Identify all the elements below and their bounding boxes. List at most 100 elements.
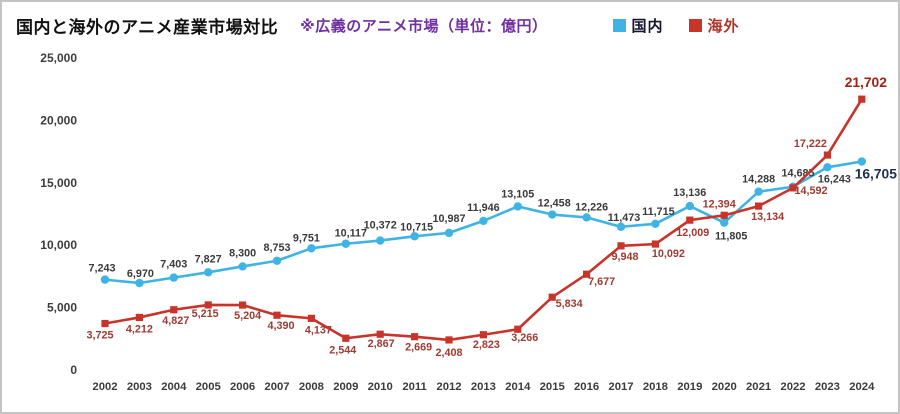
series-domestic-point <box>204 268 213 277</box>
series-overseas-value-label: 2,544 <box>329 344 356 356</box>
series-overseas-point <box>823 151 831 159</box>
series-overseas-value-label: 12,009 <box>676 227 709 239</box>
series-domestic-point <box>376 236 385 245</box>
series-overseas-value-label: 3,266 <box>511 332 538 344</box>
series-overseas-value-label: 2,867 <box>368 338 395 350</box>
x-axis-year-label: 2005 <box>196 381 221 393</box>
series-overseas-value-label: 3,725 <box>86 330 113 342</box>
x-axis-year-label: 2024 <box>849 381 875 393</box>
x-axis-year-label: 2004 <box>161 381 187 393</box>
series-domestic-point <box>720 218 729 227</box>
series-overseas-point <box>170 306 178 314</box>
x-axis-year-label: 2002 <box>92 381 117 393</box>
series-domestic-value-label: 10,715 <box>400 221 433 233</box>
series-domestic-value-label: 7,827 <box>195 253 222 265</box>
series-domestic-value-label: 12,458 <box>538 198 571 210</box>
series-overseas-point <box>411 333 419 341</box>
series-overseas-point <box>101 319 109 328</box>
x-axis-year-label: 2019 <box>677 381 702 393</box>
series-overseas-point <box>342 334 350 342</box>
series-domestic-value-label: 13,136 <box>673 187 706 199</box>
x-axis-year-label: 2013 <box>471 381 496 393</box>
series-domestic-value-label: 14,288 <box>742 174 775 186</box>
x-axis-year-label: 2003 <box>127 381 152 393</box>
series-overseas-point <box>479 331 487 339</box>
x-axis-year-label: 2020 <box>712 381 737 393</box>
series-domestic-value-label: 13,105 <box>501 188 534 200</box>
legend-domestic-label: 国内 <box>631 18 664 35</box>
series-overseas-value-label: 7,677 <box>588 276 615 288</box>
y-axis-tick-label: 0 <box>70 363 77 377</box>
series-overseas-point <box>720 211 728 219</box>
series-domestic-value-label: 10,372 <box>364 220 397 232</box>
series-overseas-value-label: 4,827 <box>162 315 189 327</box>
x-axis-year-label: 2006 <box>230 381 255 393</box>
y-axis-tick-label: 15,000 <box>40 176 77 190</box>
series-domestic-value-label: 7,403 <box>160 259 187 271</box>
series-overseas-value-label: 2,669 <box>405 342 432 354</box>
legend-overseas-label: 海外 <box>707 18 740 35</box>
series-domestic-value-label: 6,970 <box>127 268 154 280</box>
series-domestic-point <box>479 216 488 226</box>
series-domestic-point <box>548 210 557 219</box>
series-domestic-value-label: 9,751 <box>293 232 320 244</box>
legend: 国内 海外 <box>613 15 753 36</box>
series-domestic-point <box>341 239 350 248</box>
series-overseas-value-label: 5,215 <box>192 308 219 320</box>
series-overseas-value-label: 4,137 <box>305 324 332 336</box>
chart-subtitle: ※広義のアニメ市場（単位：億円） <box>300 18 548 35</box>
series-overseas-value-label: 9,948 <box>611 251 638 263</box>
series-domestic-point <box>582 213 591 222</box>
series-overseas-point <box>239 301 247 309</box>
y-axis: 0 5,000 10,000 15,000 20,000 25,000 <box>40 51 77 377</box>
x-axis-year-label: 2022 <box>780 381 805 393</box>
series-domestic-value-label: 8,753 <box>263 242 290 254</box>
series-overseas-value-label: 4,212 <box>126 323 153 335</box>
series-domestic-value-label: 11,473 <box>608 212 640 224</box>
series-overseas-point <box>376 330 384 338</box>
series-overseas-value-label: 4,390 <box>267 320 294 332</box>
series-domestic-point <box>685 201 694 211</box>
series-domestic-point <box>754 187 763 196</box>
y-axis-tick-label: 10,000 <box>40 238 77 252</box>
x-axis-year-label: 2012 <box>436 381 461 393</box>
series-domestic-point <box>100 275 110 284</box>
series-overseas-point <box>617 242 625 250</box>
x-axis-year-label: 2014 <box>505 381 531 393</box>
series-overseas-value-label: 17,222 <box>794 138 827 150</box>
y-axis-tick-label: 25,000 <box>40 51 77 65</box>
series-overseas-value-label: 10,092 <box>652 248 685 260</box>
series-overseas-point <box>755 202 763 210</box>
series-domestic-value-label: 7,243 <box>88 263 115 275</box>
series-domestic-value-label: 12,226 <box>575 201 608 213</box>
series-domestic-point <box>823 163 832 172</box>
legend-overseas-swatch <box>689 19 703 32</box>
series-domestic-point <box>444 228 454 238</box>
series-overseas-value-label: 2,408 <box>435 347 462 359</box>
series-overseas-point <box>686 216 694 224</box>
series-overseas-point <box>548 293 556 301</box>
y-axis-tick-label: 5,000 <box>47 301 77 315</box>
line-chart-canvas: 0 5,000 10,000 15,000 20,000 25,000 2002 2003 20… <box>40 51 898 393</box>
series-domestic-value-label: 16,705 <box>855 167 898 182</box>
series-overseas-value-label: 21,702 <box>845 75 888 90</box>
series-overseas-point <box>204 301 212 309</box>
series-domestic-point <box>410 232 419 241</box>
series-overseas-point <box>583 270 591 278</box>
legend-domestic-swatch <box>613 19 627 32</box>
chart-title: 国内と海外のアニメ産業市場対比 <box>16 18 279 37</box>
series-overseas-value-label: 5,204 <box>234 310 261 322</box>
x-axis-year-label: 2011 <box>402 381 427 393</box>
series-domestic-point <box>616 222 626 232</box>
series-overseas-value-label: 5,834 <box>556 298 583 310</box>
series-domestic-point <box>238 262 247 271</box>
x-axis-year-label: 2007 <box>264 381 289 393</box>
series-domestic-value-label: 10,987 <box>432 213 465 225</box>
x-axis-year-label: 2010 <box>368 381 393 393</box>
y-axis-tick-label: 20,000 <box>40 113 77 127</box>
series-domestic-point <box>135 278 144 288</box>
x-axis-year-label: 2009 <box>333 381 358 393</box>
series-domestic-point <box>307 244 316 253</box>
x-axis-year-label: 2017 <box>608 381 633 393</box>
